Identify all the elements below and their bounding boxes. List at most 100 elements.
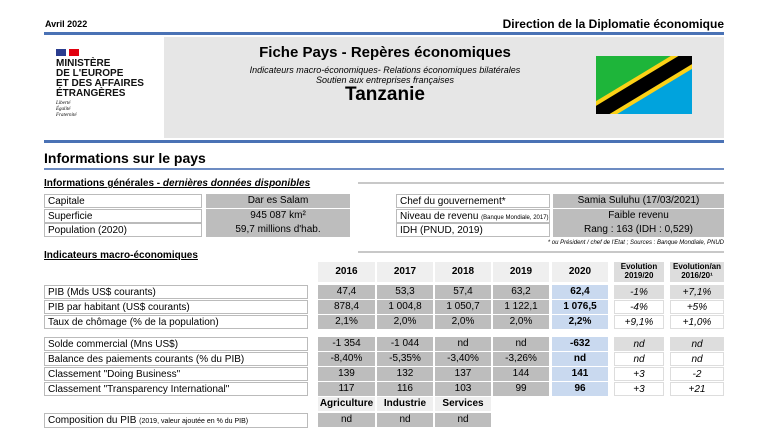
evolution-value: +1,0% xyxy=(670,315,724,329)
divider xyxy=(44,140,724,143)
indicator-value: 57,4 xyxy=(435,285,491,299)
indicator-value: 878,4 xyxy=(318,300,375,314)
indicator-value: -5,35% xyxy=(377,352,433,366)
subtitle: Indicateurs macro-économiques- Relations… xyxy=(249,65,521,75)
indicator-value: -3,40% xyxy=(435,352,491,366)
composition-header: Services xyxy=(435,397,491,411)
indicator-value: -8,40% xyxy=(318,352,375,366)
label-text: Chef du gouvernement* xyxy=(400,196,506,207)
indicator-value: 47,4 xyxy=(318,285,375,299)
label-note: (2019, valeur ajoutée en % du PIB) xyxy=(139,418,249,425)
indicator-value: -632 xyxy=(552,337,608,351)
year-header: 2018 xyxy=(435,262,491,282)
indicator-label: Solde commercial (Mns US$) xyxy=(44,337,308,351)
indicator-value: 139 xyxy=(318,367,375,381)
h: 2019/20 xyxy=(624,271,654,280)
general-title-text: Informations générales - xyxy=(44,178,163,189)
evolution-value: +21 xyxy=(670,382,724,396)
indicator-value: -1 354 xyxy=(318,337,375,351)
label-text: Niveau de revenu xyxy=(400,211,482,222)
evolution-value: +3 xyxy=(614,382,664,396)
section-title: Informations sur le pays xyxy=(44,150,206,166)
composition-label: Composition du PIB (2019, valeur ajoutée… xyxy=(44,413,308,428)
evolution-value: nd xyxy=(670,337,724,351)
logo-text: DE L'EUROPE xyxy=(56,68,124,79)
indicator-value: -1 044 xyxy=(377,337,433,351)
indicator-value: 2,2% xyxy=(552,315,608,329)
motto: Fraternité xyxy=(56,113,77,118)
indicator-value: 2,0% xyxy=(377,315,433,329)
evolution-value: -1% xyxy=(614,285,664,299)
info-value: 945 087 km² xyxy=(206,209,350,223)
indicator-value: 103 xyxy=(435,382,491,396)
tanzania-flag-icon xyxy=(596,56,692,114)
info-label: Capitale xyxy=(44,194,202,208)
indicator-value: 141 xyxy=(552,367,608,381)
indicator-value: 1 122,1 xyxy=(493,300,549,314)
date: Avril 2022 xyxy=(45,19,88,29)
info-value: Rang : 163 (IDH : 0,529) xyxy=(553,223,724,237)
info-label: Niveau de revenu (Banque Mondiale, 2017) xyxy=(396,209,550,223)
evolution-value: +7,1% xyxy=(670,285,724,299)
year-header: 2017 xyxy=(377,262,433,282)
general-title-italic: dernières données disponibles xyxy=(162,178,311,189)
indicator-value: 2,0% xyxy=(493,315,549,329)
indicator-value: nd xyxy=(493,337,549,351)
evolution-value: -4% xyxy=(614,300,664,314)
info-value: Samia Suluhu (17/03/2021) xyxy=(553,194,724,208)
indicator-value: 144 xyxy=(493,367,549,381)
composition-value: nd xyxy=(435,413,491,427)
indicator-label: Classement "Doing Business" xyxy=(44,367,308,381)
info-value: Faible revenu xyxy=(553,209,724,223)
year-header: 2019 xyxy=(493,262,549,282)
indicator-value: 116 xyxy=(377,382,433,396)
composition-header: Industrie xyxy=(377,397,433,411)
indicator-value: 62,4 xyxy=(552,285,608,299)
label-note: (Banque Mondiale, 2017) xyxy=(481,215,549,221)
indicator-label: Classement "Transparency International" xyxy=(44,382,308,396)
indicator-value: nd xyxy=(435,337,491,351)
h: Evolution xyxy=(620,262,658,271)
indicator-label: Taux de chômage (% de la population) xyxy=(44,315,308,329)
marianne-icon xyxy=(56,49,164,56)
evolution-header: Evolution/an 2016/20¹ xyxy=(670,262,724,282)
label-text: IDH (PNUD, 2019) xyxy=(400,225,483,236)
h: Evolution/an xyxy=(673,262,721,271)
indicator-value: nd xyxy=(552,352,608,366)
indicator-value: 96 xyxy=(552,382,608,396)
motto: Égalité xyxy=(56,107,71,112)
h: 2016/20¹ xyxy=(681,271,713,280)
composition-value: nd xyxy=(377,413,433,427)
evolution-value: +5% xyxy=(670,300,724,314)
indicator-value: 2,1% xyxy=(318,315,375,329)
info-label: Superficie xyxy=(44,209,202,223)
indicator-value: 137 xyxy=(435,367,491,381)
header-box: MINISTÈRE DE L'EUROPE ET DES AFFAIRES ÉTRAN… xyxy=(44,37,724,138)
evolution-value: +3 xyxy=(614,367,664,381)
subtitle: Soutien aux entreprises françaises xyxy=(315,75,455,85)
composition-value: nd xyxy=(318,413,375,427)
indicator-value: 99 xyxy=(493,382,549,396)
info-label: IDH (PNUD, 2019) xyxy=(396,223,550,237)
composition-header: Agriculture xyxy=(318,397,375,411)
year-header: 2020 xyxy=(552,262,608,282)
indicator-value: 1 076,5 xyxy=(552,300,608,314)
indicator-label: PIB par habitant (US$ courants) xyxy=(44,300,308,314)
footnote: * ou Président / chef de l'Etat ; Source… xyxy=(547,240,724,246)
logo-text: ÉTRANGÈRES xyxy=(56,88,126,99)
indicator-label: PIB (Mds US$ courants) xyxy=(44,285,308,299)
label-text: Composition du PIB xyxy=(48,415,140,426)
info-label: Chef du gouvernement* xyxy=(396,194,550,208)
divider xyxy=(358,182,724,184)
indicator-value: 1 004,8 xyxy=(377,300,433,314)
indicator-value: 53,3 xyxy=(377,285,433,299)
department: Direction de la Diplomatie économique xyxy=(502,17,724,31)
general-title: Informations générales - dernières donné… xyxy=(44,178,310,189)
ministry-logo: MINISTÈRE DE L'EUROPE ET DES AFFAIRES ÉTRAN… xyxy=(44,37,164,138)
indicator-value: -3,26% xyxy=(493,352,549,366)
indicator-label: Balance des paiements courants (% du PIB… xyxy=(44,352,308,366)
evolution-value: nd xyxy=(670,352,724,366)
evolution-value: nd xyxy=(614,337,664,351)
logo-text: MINISTÈRE xyxy=(56,58,111,69)
